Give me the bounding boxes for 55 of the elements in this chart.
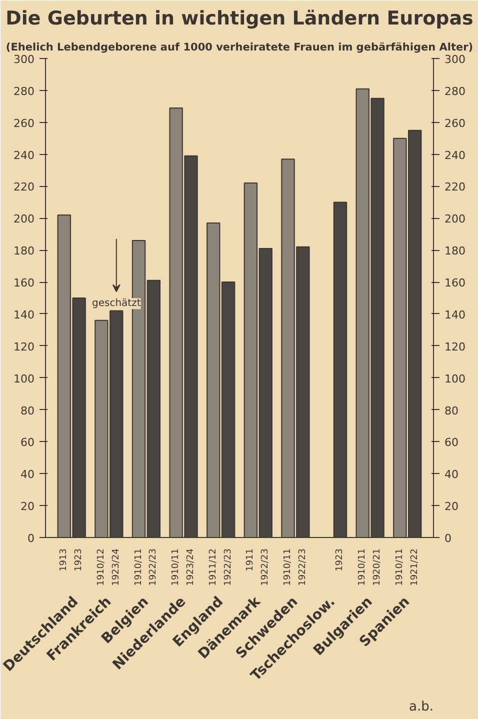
text: 1923/24: [111, 548, 122, 586]
y2-tick-label: 120: [444, 340, 466, 354]
text: 1910/12: [96, 548, 106, 586]
y-tick-label: 60: [20, 436, 35, 450]
chart-subtitle: (Ehelich Lebendgeborene auf 1000 verheiratete Frauen im gebärfähigen Alter): [6, 42, 474, 54]
y2-tick-label: 160: [444, 276, 466, 290]
y2-tick-label: 260: [444, 116, 466, 130]
text: 1922/23: [298, 548, 308, 586]
text: 1922/23: [223, 548, 234, 586]
y-tick-label: 40: [20, 468, 35, 482]
y2-tick-label: 40: [444, 468, 458, 482]
text: 1910/11: [171, 548, 182, 586]
y2-tick-label: 60: [444, 436, 458, 450]
text: 1922/23: [148, 548, 159, 586]
text: 1923: [74, 548, 84, 572]
y-tick-label: 220: [14, 180, 35, 194]
y2-tick-label: 0: [444, 532, 452, 545]
y2-tick-label: 280: [444, 84, 466, 98]
text: 1921/22: [410, 548, 420, 586]
text: 1913: [59, 548, 70, 572]
text: a.b.: [409, 700, 434, 714]
annotation: geschätzt: [92, 298, 141, 310]
y-tick-label: 160: [14, 276, 35, 290]
text: 1911: [246, 548, 256, 572]
y-tick-label: 260: [14, 116, 35, 130]
y-tick-label: 280: [14, 84, 35, 98]
y-tick-label: 20: [20, 500, 35, 514]
y2-tick-label: 180: [444, 244, 466, 258]
text: 1910/11: [283, 548, 293, 586]
chart-title: Die Geburten in wichtigen Ländern Europas: [6, 8, 474, 30]
y-tick-label: 80: [20, 404, 35, 418]
y2-tick-label: 140: [444, 308, 466, 322]
text: 1923/24: [186, 548, 196, 586]
y-tick-label: 100: [14, 372, 35, 386]
y2-tick-label: 300: [444, 53, 466, 66]
y-tick-label: 200: [14, 212, 35, 226]
text: 1910/11: [134, 548, 144, 586]
y-tick-label: 240: [14, 148, 35, 162]
y-tick-label: 140: [14, 308, 35, 322]
y2-tick-label: 200: [444, 212, 466, 226]
text: 1922/23: [260, 548, 271, 586]
y2-tick-label: 80: [444, 404, 458, 418]
y-tick-label: 120: [14, 340, 35, 354]
y2-tick-label: 240: [444, 148, 466, 162]
y-tick-label: 180: [14, 244, 35, 258]
y-tick-label: 0: [28, 532, 34, 545]
y2-tick-label: 220: [444, 180, 466, 194]
text: 1910/11: [358, 548, 368, 586]
text: 1923: [335, 548, 346, 572]
text: 1910/11: [394, 548, 405, 586]
y2-tick-label: 20: [444, 500, 458, 514]
text: 1911/12: [208, 548, 218, 586]
y2-tick-label: 100: [444, 372, 466, 386]
y-tick-label: 300: [14, 53, 35, 66]
text: 1920/21: [372, 548, 383, 586]
